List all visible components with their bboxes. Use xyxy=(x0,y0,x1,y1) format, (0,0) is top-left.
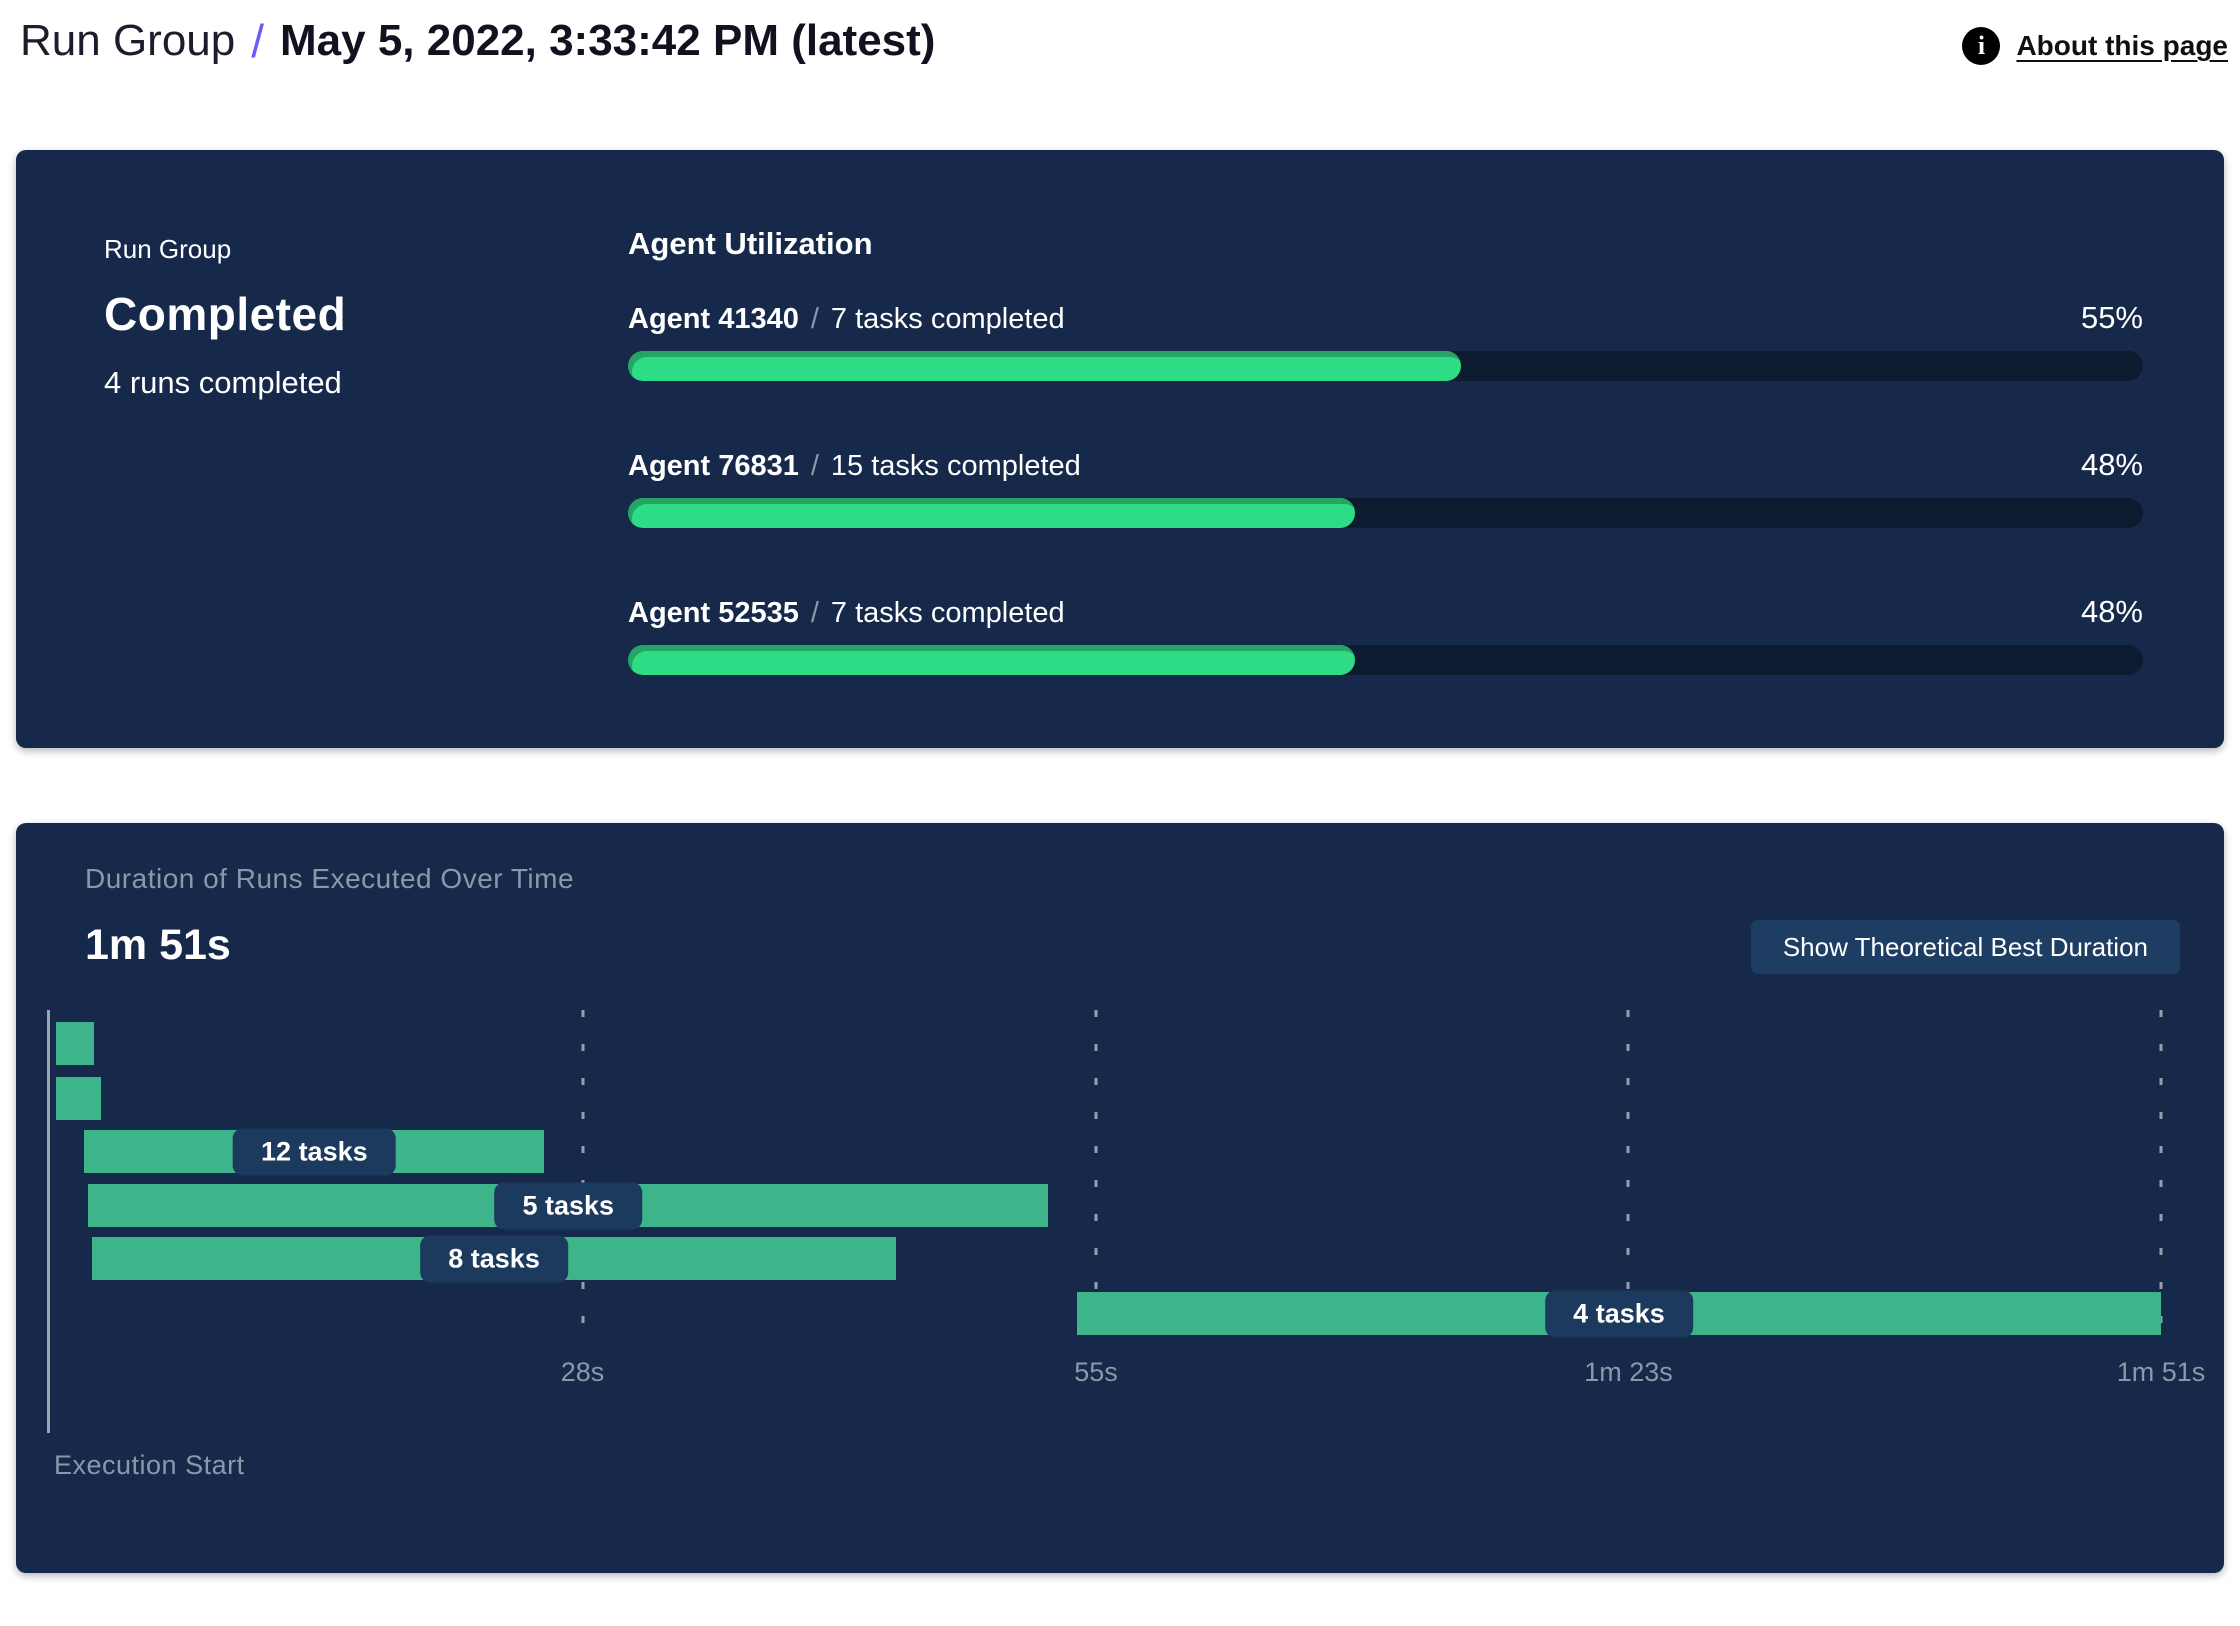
gantt-run-bar[interactable]: 8 tasks xyxy=(91,1235,897,1282)
gantt-run-bar[interactable]: 4 tasks xyxy=(1076,1290,2161,1337)
gridline xyxy=(1626,1010,1630,1350)
run-group-summary: Run Group Completed 4 runs completed xyxy=(104,234,346,401)
agent-tasks-completed: 7 tasks completed xyxy=(830,597,1065,629)
gantt-chart-area: Execution Start 28s 55s 1m 23s 1m 51s 12 tas… xyxy=(47,1010,2205,1480)
gantt-run-bar[interactable]: 12 tasks xyxy=(84,1128,545,1175)
agent-tasks-completed: 15 tasks completed xyxy=(830,450,1081,482)
run-group-label: Run Group xyxy=(104,234,232,264)
agent-row: Agent 52535 / 7 tasks completed 48% xyxy=(628,594,2143,675)
gridline xyxy=(2159,1010,2163,1350)
agent-label: Agent 76831 / 15 tasks completed xyxy=(628,448,1081,484)
agent-utilization-percent: 48% xyxy=(2080,594,2143,629)
show-theoretical-best-duration-button[interactable]: Show Theoretical Best Duration xyxy=(1750,920,2180,974)
utilization-progressbar-fill xyxy=(628,645,1356,675)
utilization-progressbar-fill xyxy=(628,498,1356,528)
agent-separator: / xyxy=(810,450,819,482)
gridline xyxy=(1094,1010,1098,1350)
run-group-status: Completed xyxy=(104,288,347,340)
task-count-chip: 12 tasks xyxy=(233,1128,396,1175)
utilization-progressbar-track xyxy=(628,645,2143,675)
task-count-chip: 8 tasks xyxy=(420,1235,568,1282)
agent-row-head: Agent 41340 / 7 tasks completed 55% xyxy=(628,300,2143,337)
axis-tick-label: 55s xyxy=(1074,1357,1118,1387)
page-header: Run Group / May 5, 2022, 3:33:42 PM (lat… xyxy=(20,14,2228,68)
total-duration-value: 1m 51s xyxy=(85,921,231,969)
chart-subtitle: Duration of Runs Executed Over Time xyxy=(85,863,575,894)
agent-label: Agent 41340 / 7 tasks completed xyxy=(628,301,1065,337)
agent-utilization-percent: 55% xyxy=(2080,300,2143,335)
agent-name: Agent 76831 xyxy=(628,450,799,482)
agent-row: Agent 76831 / 15 tasks completed 48% xyxy=(628,447,2143,528)
task-count-chip: 5 tasks xyxy=(494,1182,643,1229)
agent-separator: / xyxy=(810,303,819,335)
agent-tasks-completed: 7 tasks completed xyxy=(830,303,1065,335)
agent-utilization-title: Agent Utilization xyxy=(628,226,873,261)
page-title: May 5, 2022, 3:33:42 PM (latest) xyxy=(280,16,936,65)
agent-name: Agent 41340 xyxy=(628,303,799,335)
gantt-run-bar[interactable]: 5 tasks xyxy=(88,1182,1049,1229)
about-link-label: About this page xyxy=(2016,30,2228,61)
agent-row-head: Agent 76831 / 15 tasks completed 48% xyxy=(628,447,2143,484)
agent-label: Agent 52535 / 7 tasks completed xyxy=(628,595,1065,631)
agent-utilization-section: Agent Utilization Agent 41340 / 7 tasks co… xyxy=(628,226,2143,675)
about-this-page-link[interactable]: i About this page xyxy=(1962,27,2228,65)
breadcrumb-separator: / xyxy=(251,15,265,67)
breadcrumb-run-group[interactable]: Run Group xyxy=(20,16,236,65)
execution-start-label: Execution Start xyxy=(54,1450,245,1480)
agent-separator: / xyxy=(810,597,819,629)
agent-name: Agent 52535 xyxy=(628,597,799,629)
info-icon: i xyxy=(1962,27,2001,65)
utilization-progressbar-track xyxy=(628,498,2143,528)
axis-tick-label: 1m 51s xyxy=(2116,1357,2206,1387)
run-group-panel: Run Group Completed 4 runs completed Age… xyxy=(16,150,2224,748)
axis-tick-label: 1m 23s xyxy=(1584,1357,1673,1387)
duration-chart-panel: Duration of Runs Executed Over Time 1m 5… xyxy=(16,823,2224,1573)
agent-row: Agent 41340 / 7 tasks completed 55% xyxy=(628,300,2143,381)
runs-completed-count: 4 runs completed xyxy=(104,365,342,400)
utilization-progressbar-track xyxy=(628,351,2143,381)
utilization-progressbar-fill xyxy=(628,351,1462,381)
gantt-run-bar[interactable] xyxy=(55,1022,94,1065)
gridline xyxy=(581,1010,584,1350)
agent-utilization-percent: 48% xyxy=(2080,447,2143,482)
gantt-run-bar[interactable] xyxy=(55,1077,102,1120)
agent-row-head: Agent 52535 / 7 tasks completed 48% xyxy=(628,594,2143,631)
task-count-chip: 4 tasks xyxy=(1545,1290,1693,1337)
axis-tick-label: 28s xyxy=(560,1357,605,1387)
